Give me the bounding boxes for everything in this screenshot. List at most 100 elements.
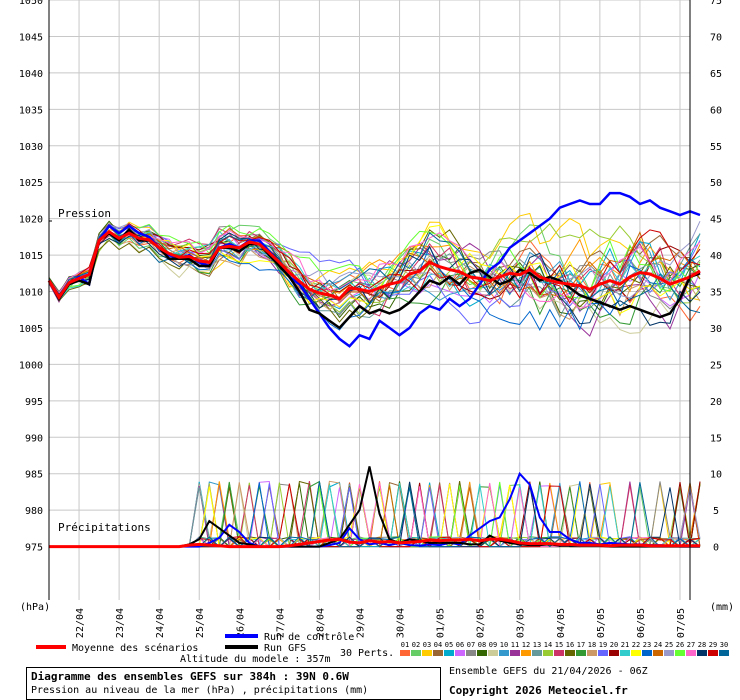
x-tick-label: 06/05 bbox=[636, 608, 647, 638]
perturbation-pressure-line bbox=[48, 232, 701, 326]
legend-pert-number: 22 bbox=[632, 641, 640, 649]
right-tick-label: 15 bbox=[710, 433, 722, 444]
right-tick-label: 25 bbox=[710, 360, 722, 371]
left-tick-label: 1010 bbox=[19, 288, 43, 299]
legend-pert-swatch bbox=[433, 650, 443, 656]
legend-pert-swatch bbox=[719, 650, 729, 656]
left-tick-label: 1030 bbox=[19, 142, 43, 153]
legend-pert-number: 24 bbox=[654, 641, 662, 649]
legend-pert-swatch bbox=[543, 650, 553, 656]
x-tick-label: 29/04 bbox=[355, 608, 366, 638]
left-tick-label: 1045 bbox=[19, 32, 43, 43]
legend-pert-number: 01 bbox=[401, 641, 409, 649]
x-tick-label: 22/04 bbox=[75, 608, 86, 638]
x-tick-label: 02/05 bbox=[476, 608, 487, 638]
main-series bbox=[47, 191, 701, 549]
legend-pert-swatch bbox=[499, 650, 509, 656]
legend-pert-swatch bbox=[521, 650, 531, 656]
right-tick-label: 70 bbox=[710, 32, 722, 43]
x-tick-label: 30/04 bbox=[396, 608, 407, 638]
x-tick-label: 05/05 bbox=[596, 608, 607, 638]
legend-pert-number: 09 bbox=[489, 641, 497, 649]
precip-panel-label: Précipitations bbox=[58, 521, 151, 534]
left-tick-label: 980 bbox=[25, 506, 43, 517]
legend-mean-label: Moyenne des scénarios bbox=[72, 642, 198, 654]
axes: 975 0 980 5 985 10 990 15 995 20 1000 25 1005 30 1010 3… bbox=[19, 0, 734, 638]
x-tick-label: 04/05 bbox=[556, 608, 567, 638]
right-tick-label: 65 bbox=[710, 69, 722, 80]
right-tick-label: 55 bbox=[710, 142, 722, 153]
legend-pert-swatch bbox=[400, 650, 410, 656]
legend-pert-swatch bbox=[444, 650, 454, 656]
left-tick-label: 1005 bbox=[19, 324, 43, 335]
copyright: Copyright 2026 Meteociel.fr bbox=[449, 684, 628, 697]
legend-pert-number: 13 bbox=[533, 641, 541, 649]
legend-pert-number: 02 bbox=[412, 641, 420, 649]
legend-pert-swatch bbox=[587, 650, 597, 656]
legend-pert-number: 05 bbox=[445, 641, 453, 649]
legend-pert-swatch bbox=[708, 650, 718, 656]
legend-pert-number: 27 bbox=[687, 641, 695, 649]
left-tick-label: 990 bbox=[25, 433, 43, 444]
left-tick-label: 1050 bbox=[19, 0, 43, 7]
diagram-subtitle: Pression au niveau de la mer (hPa) , pré… bbox=[31, 685, 369, 696]
x-tick-label: 24/04 bbox=[155, 608, 166, 638]
diagram-info-box: Diagramme des ensembles GEFS sur 384h : … bbox=[26, 667, 441, 700]
left-tick-label: 1025 bbox=[19, 178, 43, 189]
legend-control-label: Run de contrôle bbox=[264, 631, 354, 643]
series-precip-line bbox=[49, 537, 700, 549]
x-tick-label: 28/04 bbox=[315, 608, 326, 638]
perturbation-pressure-line bbox=[48, 222, 701, 304]
x-tick-label: 01/05 bbox=[436, 608, 447, 638]
right-tick-label: 5 bbox=[713, 506, 719, 517]
legend-pert-number: 19 bbox=[599, 641, 607, 649]
legend-pert-swatch bbox=[554, 650, 564, 656]
left-tick-label: 1020 bbox=[19, 215, 43, 226]
legend: Moyenne des scénarios Run de contrôleRun … bbox=[36, 631, 729, 659]
perturbation-pressure-line bbox=[48, 229, 701, 310]
legend-pert-number: 23 bbox=[643, 641, 651, 649]
legend-pert-swatch bbox=[477, 650, 487, 656]
legend-pert-number: 30 bbox=[720, 641, 728, 649]
right-tick-label: 40 bbox=[710, 251, 722, 262]
left-tick-label: 1000 bbox=[19, 360, 43, 371]
left-axis-unit: (hPa) bbox=[20, 602, 50, 613]
legend-pert-number: 16 bbox=[566, 641, 574, 649]
perturbation-pressure-line bbox=[48, 232, 701, 331]
legend-pert-number: 08 bbox=[478, 641, 486, 649]
legend-pert-number: 21 bbox=[621, 641, 629, 649]
legend-pert-number: 14 bbox=[544, 641, 552, 649]
legend-pert-swatch bbox=[422, 650, 432, 656]
legend-pert-swatch bbox=[675, 650, 685, 656]
legend-pert-number: 06 bbox=[456, 641, 464, 649]
legend-pert-swatch bbox=[620, 650, 630, 656]
left-tick-label: 975 bbox=[25, 543, 43, 554]
legend-pert-number: 18 bbox=[588, 641, 596, 649]
perturbation-pressure-line bbox=[48, 225, 701, 314]
right-tick-label: 0 bbox=[713, 543, 719, 554]
left-tick-label: 985 bbox=[25, 470, 43, 481]
x-tick-label: 23/04 bbox=[115, 608, 126, 638]
diagram-title: Diagramme des ensembles GEFS sur 384h : … bbox=[31, 670, 349, 683]
legend-pert-swatch bbox=[664, 650, 674, 656]
pressure-panel-label: Pression bbox=[58, 207, 111, 220]
left-tick-label: 995 bbox=[25, 397, 43, 408]
legend-pert-swatch bbox=[686, 650, 696, 656]
perturbation-series bbox=[48, 212, 701, 548]
model-altitude: Altitude du modele : 357m bbox=[180, 654, 331, 665]
legend-pert-swatch bbox=[466, 650, 476, 656]
legend-pert-number: 10 bbox=[500, 641, 508, 649]
legend-pert-number: 26 bbox=[676, 641, 684, 649]
legend-pert-swatch bbox=[642, 650, 652, 656]
right-tick-label: 60 bbox=[710, 105, 722, 116]
right-tick-label: 20 bbox=[710, 397, 722, 408]
perturbation-pressure-line bbox=[48, 223, 701, 302]
run-info-box: Ensemble GEFS du 21/04/2026 - 06Z Copyri… bbox=[444, 664, 738, 698]
right-tick-label: 10 bbox=[710, 470, 722, 481]
right-tick-label: 30 bbox=[710, 324, 722, 335]
left-tick-label: 1035 bbox=[19, 105, 43, 116]
legend-pert-swatch bbox=[510, 650, 520, 656]
legend-pert-swatch bbox=[565, 650, 575, 656]
legend-pert-number: 28 bbox=[698, 641, 706, 649]
